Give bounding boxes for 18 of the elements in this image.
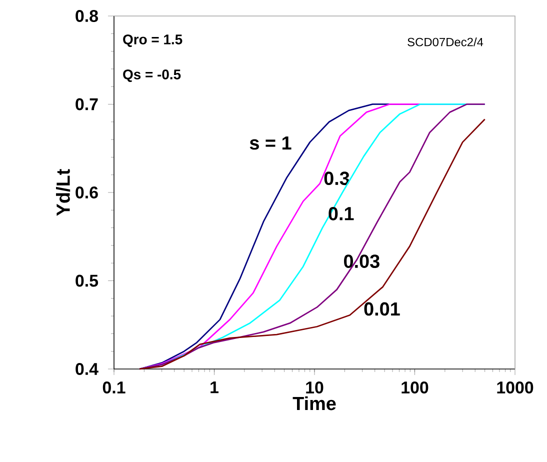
annotation: Qro = 1.5 — [123, 34, 182, 47]
y-tick-label: 0.6 — [76, 186, 98, 198]
x-tick-label: 1 — [210, 382, 218, 394]
x-tick-label: 10 — [306, 382, 324, 394]
x-tick-label: 100 — [402, 382, 428, 394]
annotation: SCD07Dec2/4 — [408, 38, 484, 46]
y-tick-label: 0.4 — [76, 362, 98, 375]
y-axis-title: Yd/Lt — [56, 169, 70, 216]
x-tick-label: 1000 — [497, 382, 534, 394]
y-tick-label: 0.5 — [76, 274, 98, 287]
series-label: 0.3 — [324, 172, 350, 186]
x-tick-label: 0.1 — [102, 382, 126, 394]
y-tick-label: 0.7 — [76, 98, 98, 110]
series-label: s = 1 — [250, 136, 292, 150]
annotation: Qs = -0.5 — [123, 69, 181, 82]
x-axis-title: Time — [292, 396, 336, 410]
y-tick-label: 0.8 — [76, 10, 98, 22]
series-label: 0.01 — [364, 302, 400, 316]
